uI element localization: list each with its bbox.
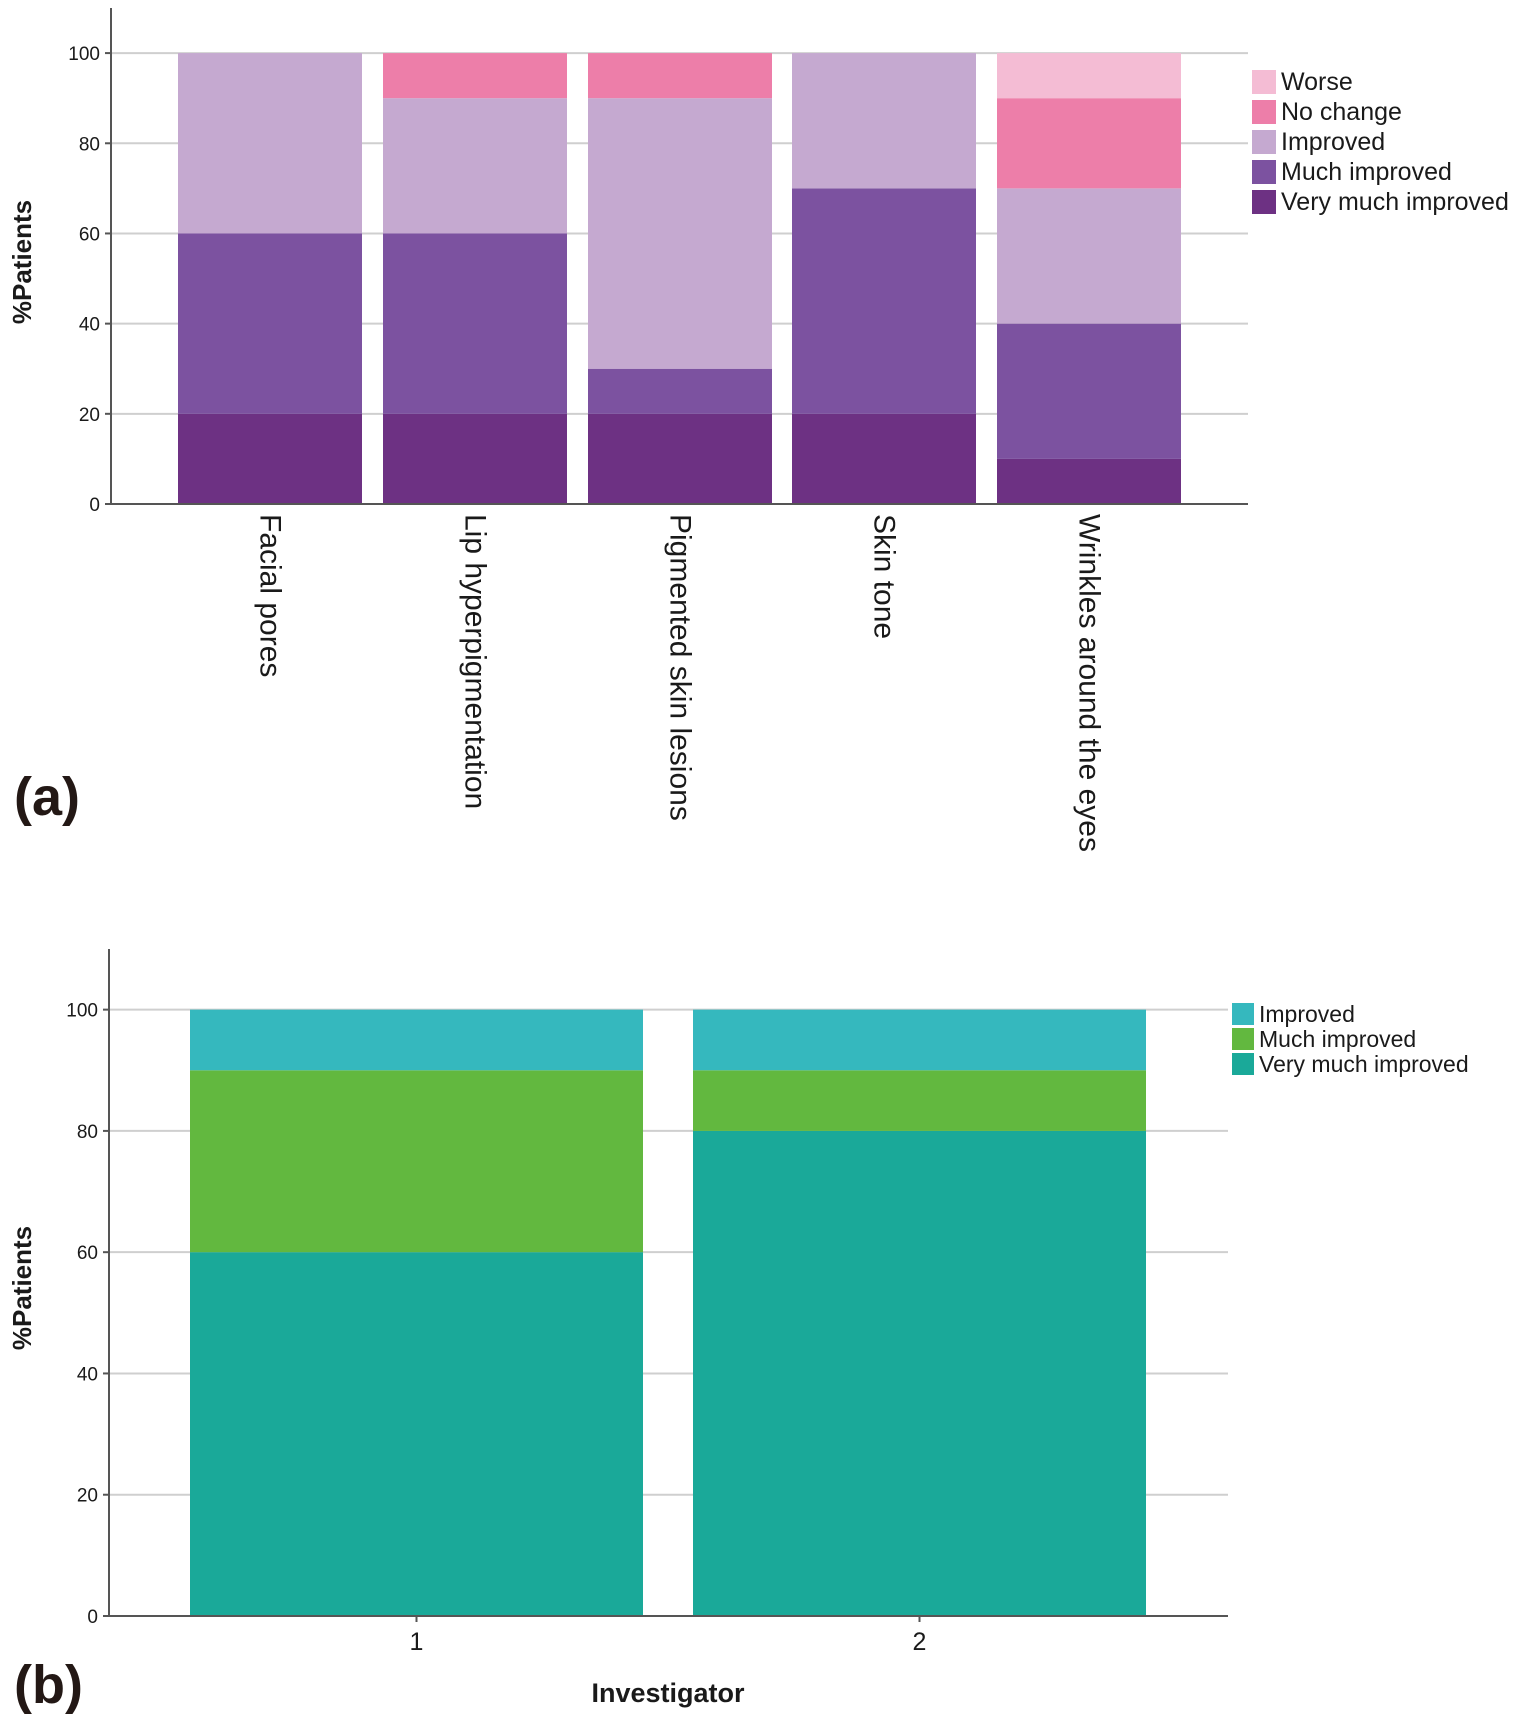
y-tick-label-60: 60 [79,224,100,245]
bar-skin-tone-improved [792,53,976,189]
x-category-label-2: 2 [913,1628,927,1656]
legend-swatch-worse [1252,70,1276,94]
bar-1-much-improved [190,1070,643,1253]
y-tick-label-100: 100 [66,1001,98,1022]
bar-1-improved [190,1009,643,1071]
legend-label-improved: Improved [1281,128,1385,156]
legend-label-very-much-improved: Very much improved [1259,1051,1469,1077]
y-tick-label-80: 80 [79,134,100,155]
bar-lip-hyperpigmentation-improved [383,98,567,234]
chart-a: 0 20 40 60 80 100 Facial pores Lip hyperpigment… [7,8,1509,852]
y-tick-label-0: 0 [87,1607,98,1628]
legend-swatch-much-improved [1252,160,1276,184]
x-category-label-wrinkles-around-the-eyes: Wrinkles around the eyes [1073,514,1106,852]
bar-wrinkles-around-the-eyes-improved [997,188,1181,324]
legend-label-very-much-improved: Very much improved [1281,188,1509,216]
legend-swatch-no-change [1252,100,1276,124]
bar-wrinkles-around-the-eyes-no-change [997,98,1181,189]
y-tick-label-60: 60 [77,1243,98,1264]
bar-lip-hyperpigmentation-much-improved [383,233,567,414]
bar-facial-pores-improved [178,53,362,234]
x-category-label-1: 1 [410,1628,424,1656]
legend-label-no-change: No change [1281,98,1402,126]
legend-swatch-very-much-improved [1232,1053,1254,1075]
x-category-label-facial-pores: Facial pores [254,514,287,677]
bar-skin-tone-much-improved [792,188,976,414]
bar-facial-pores-very-much-improved [178,413,362,504]
y-axis-title: %Patients [7,200,37,324]
y-tick-label-40: 40 [77,1364,98,1385]
chart-b: 0 20 40 60 80 100 1 2 %Patients Investigator Impro… [7,949,1469,1715]
legend-label-much-improved: Much improved [1259,1026,1416,1052]
bar-pigmented-skin-lesions-improved [588,98,772,369]
bar-pigmented-skin-lesions-very-much-improved [588,413,772,504]
legend-label-worse: Worse [1281,68,1353,96]
bar-lip-hyperpigmentation-very-much-improved [383,413,567,504]
legend-swatch-much-improved [1232,1028,1254,1050]
bar-2-improved [693,1009,1146,1071]
legend-swatch-improved [1232,1003,1254,1025]
x-axis-title: Investigator [591,1678,745,1708]
y-axis-title: %Patients [7,1226,37,1350]
y-tick-label-100: 100 [68,44,100,65]
bar-skin-tone-very-much-improved [792,413,976,504]
legend-label-much-improved: Much improved [1281,158,1452,186]
panel-label-a: (a) [14,767,80,827]
legend-swatch-improved [1252,130,1276,154]
y-tick-label-0: 0 [89,495,100,516]
bar-wrinkles-around-the-eyes-worse [997,53,1181,99]
x-category-label-pigmented-skin-lesions: Pigmented skin lesions [664,514,697,821]
bar-lip-hyperpigmentation-no-change [383,53,567,99]
bar-facial-pores-much-improved [178,233,362,414]
bar-wrinkles-around-the-eyes-very-much-improved [997,458,1181,504]
y-tick-label-40: 40 [79,315,100,336]
bar-2-very-much-improved [693,1130,1146,1616]
bar-wrinkles-around-the-eyes-much-improved [997,323,1181,459]
panel-label-b: (b) [14,1655,83,1715]
y-tick-label-20: 20 [79,405,100,426]
bar-pigmented-skin-lesions-no-change [588,53,772,99]
x-category-label-lip-hyperpigmentation: Lip hyperpigmentation [459,514,492,809]
y-tick-label-20: 20 [77,1486,98,1507]
legend-label-improved: Improved [1259,1001,1355,1027]
legend-swatch-very-much-improved [1252,190,1276,214]
bar-2-much-improved [693,1070,1146,1131]
bar-1-very-much-improved [190,1252,643,1616]
bar-pigmented-skin-lesions-much-improved [588,368,772,414]
x-category-label-skin-tone: Skin tone [868,514,901,639]
y-tick-label-80: 80 [77,1122,98,1143]
